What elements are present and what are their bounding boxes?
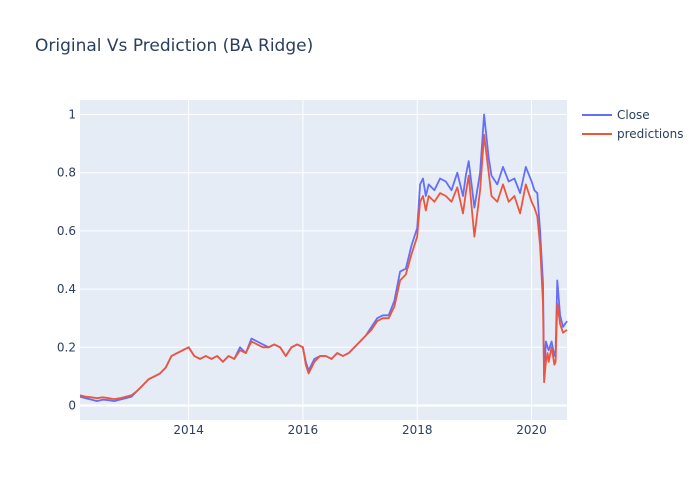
- legend[interactable]: Close predictions: [582, 108, 683, 141]
- x-tick-label: 2016: [288, 423, 319, 437]
- y-tick-label: 1: [68, 108, 76, 122]
- legend-item-close[interactable]: Close: [582, 108, 650, 122]
- series-line-predictions: [79, 134, 568, 400]
- y-tick-label: 0.6: [57, 224, 76, 238]
- legend-label: predictions: [617, 127, 683, 141]
- chart-title: Original Vs Prediction (BA Ridge): [35, 36, 313, 56]
- grid: [80, 100, 567, 420]
- y-tick-label: 0.2: [57, 340, 76, 354]
- x-tick-label: 2018: [402, 423, 433, 437]
- x-tick-label: 2014: [173, 423, 204, 437]
- y-tick-label: 0.4: [57, 282, 76, 296]
- axes: 0 0.2 0.4 0.6 0.8 1 2014 2016 2018 2020: [57, 108, 547, 437]
- legend-item-predictions[interactable]: predictions: [582, 127, 683, 141]
- y-tick-label: 0.8: [57, 166, 76, 180]
- legend-label: Close: [617, 108, 650, 122]
- y-tick-label: 0: [68, 398, 76, 412]
- series-layer: [79, 113, 568, 402]
- plot-area: [80, 100, 567, 420]
- x-tick-label: 2020: [516, 423, 547, 437]
